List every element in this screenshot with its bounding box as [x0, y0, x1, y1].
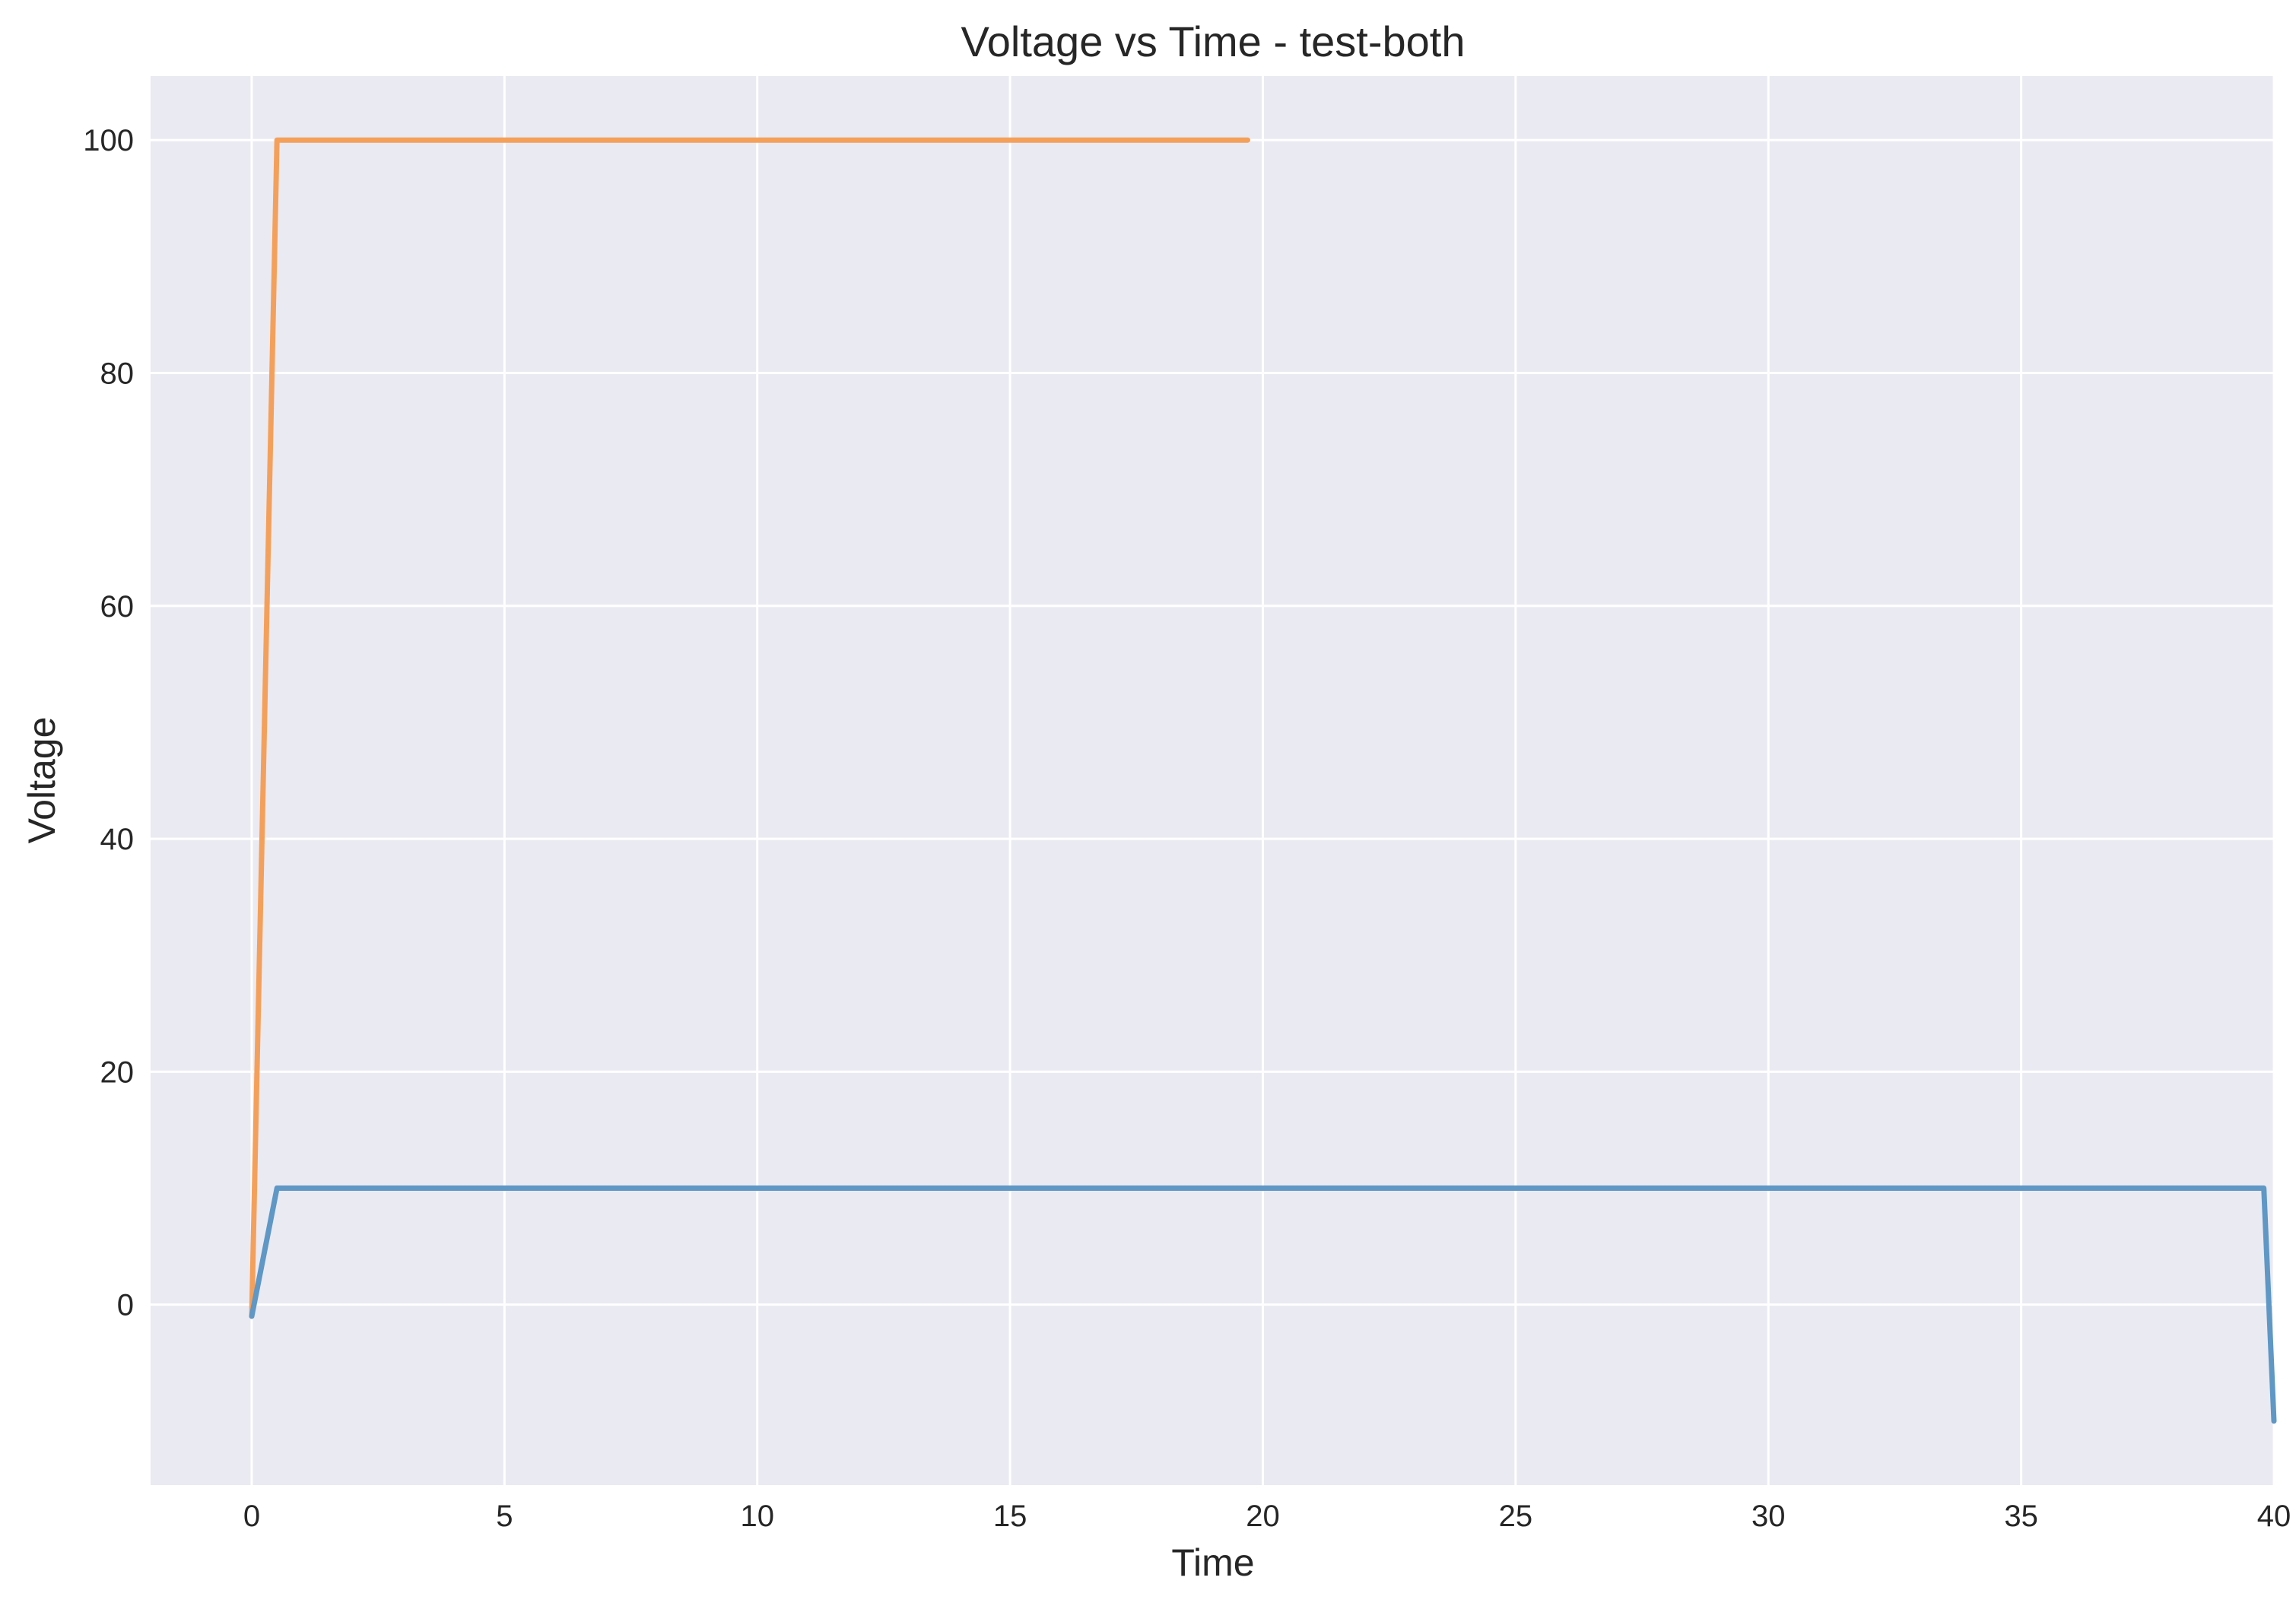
x-tick-label: 20 — [1246, 1500, 1280, 1533]
chart-title: Voltage vs Time - test-both — [961, 17, 1466, 65]
x-tick-label: 40 — [2257, 1500, 2291, 1533]
x-tick-label: 5 — [496, 1500, 513, 1533]
y-tick-label: 40 — [100, 823, 135, 856]
x-tick-label: 35 — [2004, 1500, 2038, 1533]
x-axis-label: Time — [1171, 1541, 1254, 1584]
y-axis-ticks: 0 20 40 60 80 100 — [83, 124, 134, 1322]
y-tick-label: 100 — [83, 124, 134, 157]
y-tick-label: 20 — [100, 1055, 135, 1089]
x-tick-label: 0 — [243, 1500, 260, 1533]
series-lines — [249, 137, 2277, 1424]
x-tick-label: 30 — [1751, 1500, 1786, 1533]
series-line-1 — [249, 137, 1250, 1319]
x-tick-label: 10 — [740, 1500, 774, 1533]
series-line-2 — [249, 1185, 2277, 1424]
y-axis-label: Voltage — [21, 717, 63, 844]
plot-area — [151, 76, 2274, 1485]
y-tick-label: 0 — [117, 1289, 134, 1322]
y-tick-label: 80 — [100, 357, 135, 391]
x-axis-ticks: 0 5 10 15 20 25 30 35 40 — [243, 1500, 2291, 1533]
x-tick-label: 25 — [1499, 1500, 1533, 1533]
x-tick-label: 15 — [993, 1500, 1027, 1533]
y-tick-label: 60 — [100, 590, 135, 624]
grid-lines — [151, 76, 2275, 1485]
